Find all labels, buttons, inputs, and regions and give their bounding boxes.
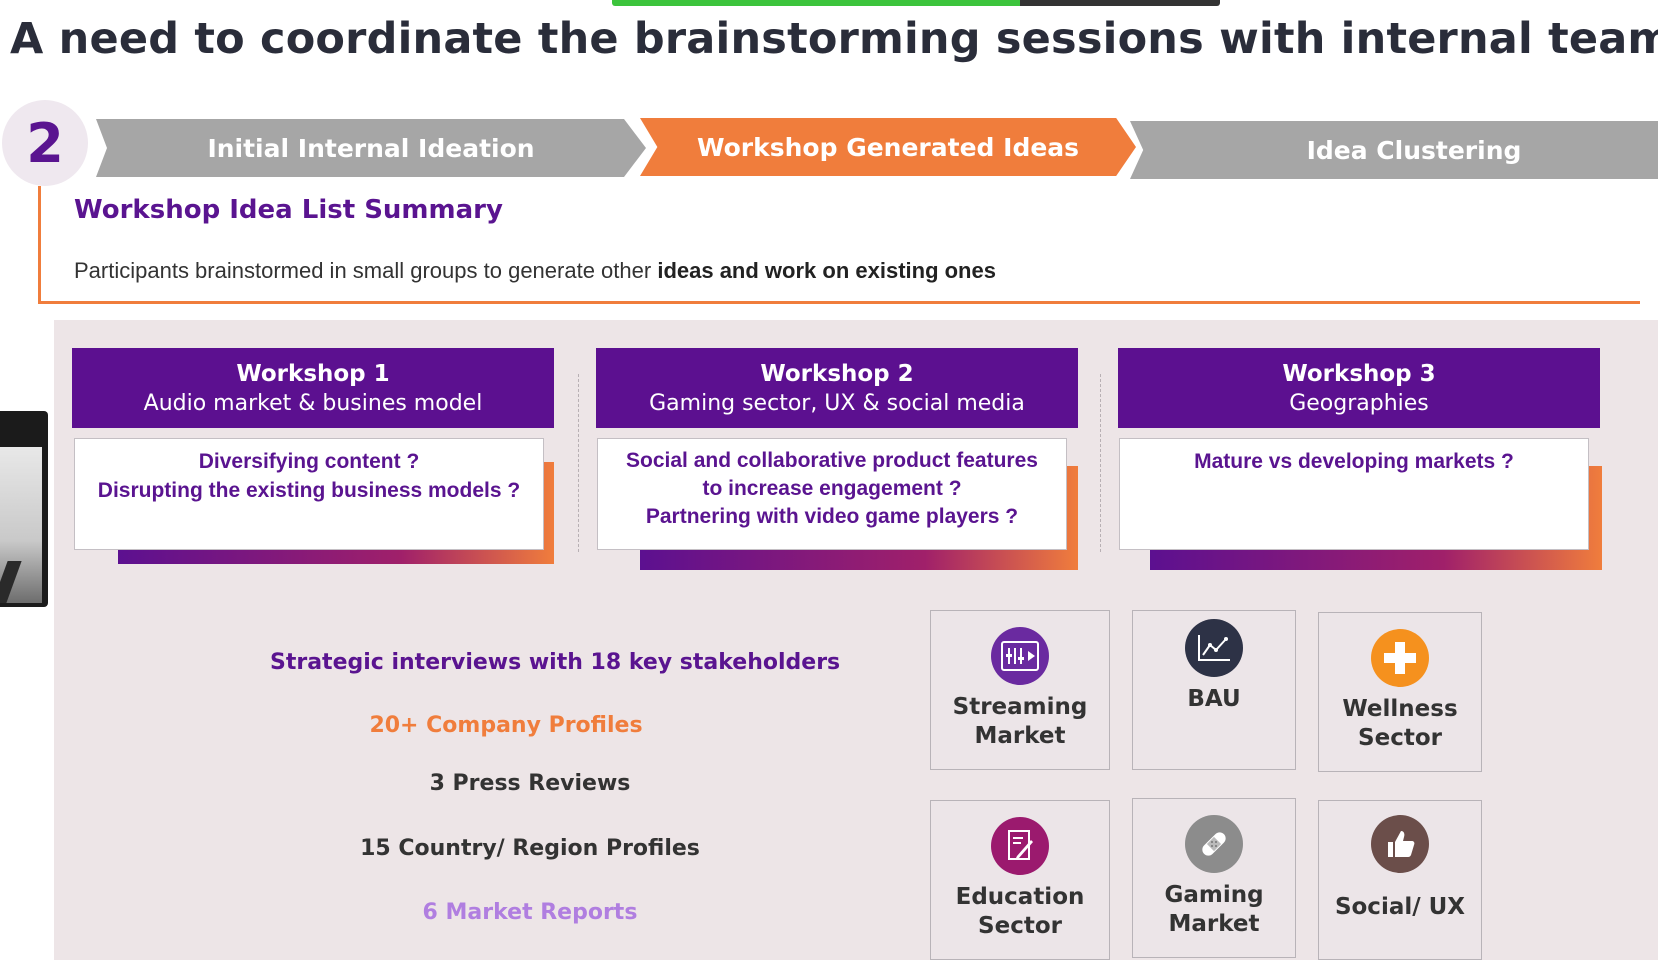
step-number-badge: 2 [2,100,88,186]
workshop-3-header: Workshop 3 Geographies [1118,348,1600,428]
workshop-2-header: Workshop 2 Gaming sector, UX & social me… [596,348,1078,428]
tile-label: Sector [1358,725,1442,751]
idea-item: Social and collaborative product feature… [626,449,1038,472]
tile-label: BAU [1187,686,1241,712]
tile-education-sector[interactable]: Education Sector [930,800,1110,960]
tile-gaming-market[interactable]: Gaming Market [1132,798,1296,958]
tile-label: Social/ UX [1334,894,1466,920]
divider [578,374,579,552]
summary-text-plain: Participants brainstormed in small group… [74,258,652,283]
process-step-label: Idea Clustering [1306,135,1522,165]
idea-item: Disrupting the existing business models … [97,479,521,502]
workshop-1-header: Workshop 1 Audio market & busines model [72,348,554,428]
tile-label: Wellness [1342,696,1458,722]
page-title: A need to coordinate the brainstorming s… [10,14,1658,64]
idea-item: Partnering with video game players ? [645,505,1019,528]
workshop-subtitle: Gaming sector, UX & social media [649,391,1025,416]
workshop-title: Workshop 2 [760,361,914,387]
streaming-icon [991,627,1049,685]
stat-company-profiles: 20+ Company Profiles [369,713,643,738]
workshop-2-ideas: Social and collaborative product feature… [597,438,1067,550]
workshop-title: Workshop 3 [1282,361,1436,387]
summary-text: Participants brainstormed in small group… [74,258,996,284]
workshop-subtitle: Geographies [1289,391,1429,416]
pencil-icon [991,817,1049,875]
process-step-initial-ideation[interactable]: Initial Internal Ideation [96,119,646,177]
top-progress-bar [612,0,1220,6]
idea-item: Mature vs developing markets ? [1194,450,1514,473]
plus-icon [1371,629,1429,687]
tile-label: Education [955,884,1085,910]
process-step-workshop-ideas[interactable]: Workshop Generated Ideas [640,118,1136,176]
workshop-title: Workshop 1 [236,361,390,387]
process-step-label: Workshop Generated Ideas [696,132,1080,162]
tile-label: Gaming [1164,882,1264,908]
tile-label: Streaming [952,694,1088,720]
process-step-idea-clustering[interactable]: Idea Clustering [1130,121,1658,179]
tile-label: Sector [978,913,1062,939]
idea-item: Diversifying content ? [198,450,420,473]
stat-country-profiles: 15 Country/ Region Profiles [360,836,700,861]
workshop-3-ideas: Mature vs developing markets ? [1119,438,1589,550]
workshop-subtitle: Audio market & busines model [143,391,483,416]
process-step-label: Initial Internal Ideation [207,133,535,163]
tile-label: Market [974,723,1066,749]
tile-bau[interactable]: BAU [1132,610,1296,770]
stat-press-reviews: 3 Press Reviews [429,771,631,796]
tile-label: Market [1168,911,1260,937]
chart-icon [1185,619,1243,677]
bandage-icon [1185,815,1243,873]
summary-frame [38,186,1640,304]
idea-item: to increase engagement ? [702,477,962,500]
webcam-thumbnail[interactable] [0,411,48,607]
divider [1100,374,1101,552]
tile-wellness-sector[interactable]: Wellness Sector [1318,612,1482,772]
thumbs-up-icon [1371,815,1429,873]
tile-social-ux[interactable]: Social/ UX [1318,800,1482,960]
stat-market-reports: 6 Market Reports [422,900,638,925]
stat-interviews: Strategic interviews with 18 key stakeho… [270,650,841,675]
tile-streaming-market[interactable]: Streaming Market [930,610,1110,770]
summary-title: Workshop Idea List Summary [74,195,503,225]
workshop-1-ideas: Diversifying content ? Disrupting the ex… [74,438,544,550]
summary-text-bold: ideas and work on existing ones [657,258,996,283]
